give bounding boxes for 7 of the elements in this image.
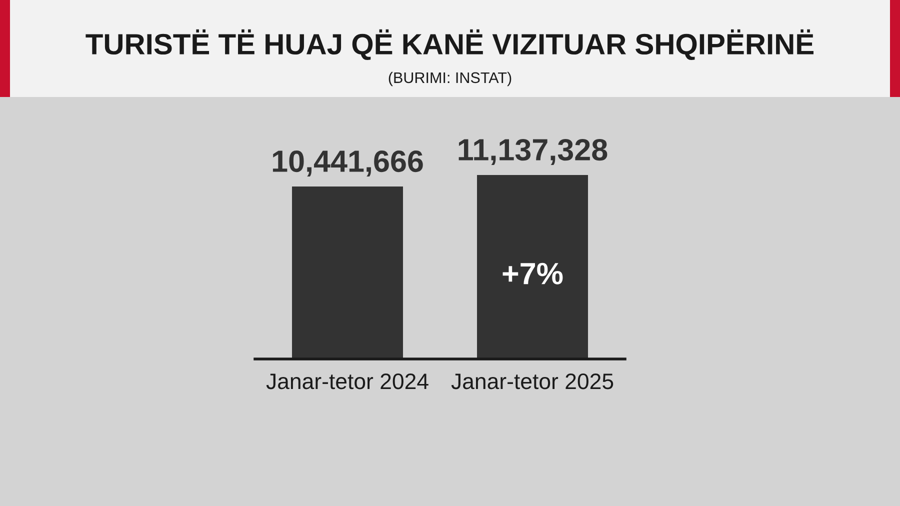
chart-subtitle: (BURIMI: INSTAT) [388,72,512,86]
chart-title: TURISTË TË HUAJ QË KANË VIZITUAR SHQIPËRINË [86,29,814,60]
data-label: 10,441,666 [272,150,423,177]
data-label: 11,137,328 [458,138,608,166]
x-tick-label: Janar-tetor 2024 [266,373,428,390]
x-tick-label: Janar-tetor 2025 [451,373,614,390]
annotation: +7% [502,262,563,284]
